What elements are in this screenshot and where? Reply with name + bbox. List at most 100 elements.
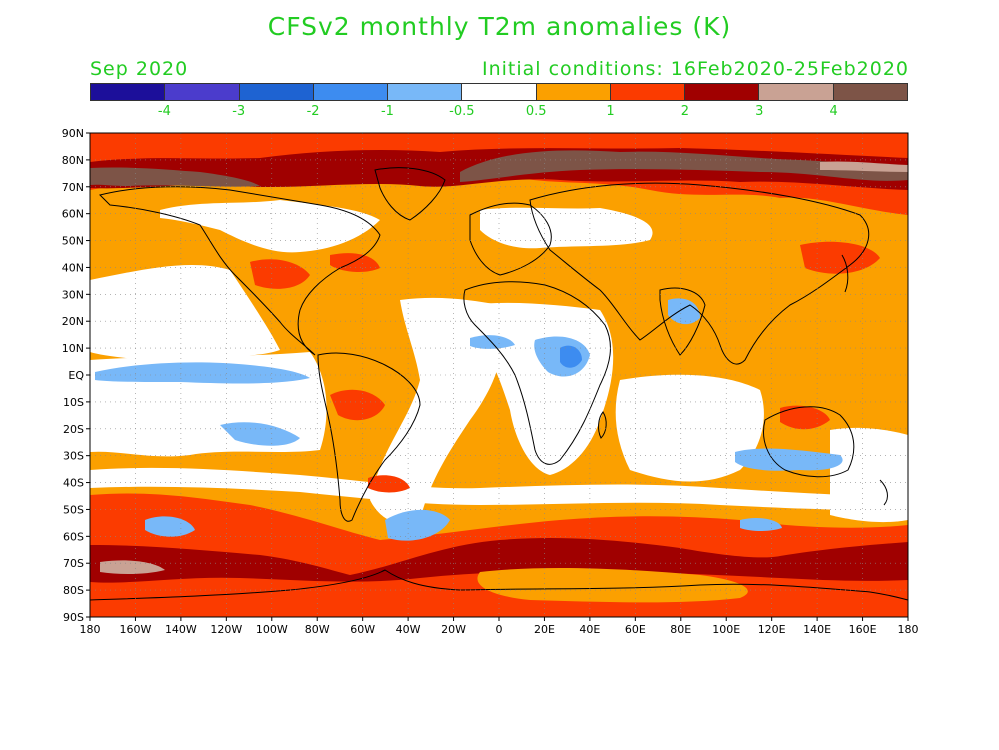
lon-tick-label: 20W xyxy=(441,623,466,636)
red-argentina xyxy=(368,475,410,493)
white-eurasia xyxy=(480,207,653,249)
arctic-brown-west xyxy=(90,167,260,187)
lat-tick-label: 10N xyxy=(62,342,84,355)
lon-tick-label: 120E xyxy=(758,623,786,636)
white-indian-ocean xyxy=(615,374,764,482)
colorbar-label: 1 xyxy=(606,104,615,119)
lon-tick-label: 180 xyxy=(898,623,919,636)
blue-south-atlantic xyxy=(385,509,450,541)
colorbar-swatch xyxy=(462,84,537,100)
colorbar-label: 3 xyxy=(755,104,764,119)
red-east-asia xyxy=(800,241,880,274)
colorbar-label: -2 xyxy=(306,104,320,119)
lat-tick-label: 70N xyxy=(62,181,84,194)
lon-tick-label: 80E xyxy=(670,623,691,636)
lat-tick-label: 90S xyxy=(63,611,84,624)
lat-tick-label: 60S xyxy=(63,530,84,543)
blue-india xyxy=(668,298,700,325)
lon-tick-label: 20E xyxy=(534,623,555,636)
colorbar-label: -0.5 xyxy=(449,104,475,119)
colorbar-swatch xyxy=(91,84,166,100)
lat-tick-label: 30N xyxy=(62,288,84,301)
red-australia xyxy=(780,405,830,430)
white-atlantic xyxy=(370,297,504,524)
colorbar-swatch xyxy=(165,84,240,100)
white-canada xyxy=(160,200,380,253)
red-north-america xyxy=(250,259,310,289)
lon-tick-label: 100E xyxy=(712,623,740,636)
outline-south-america xyxy=(317,352,421,522)
outline-north-america xyxy=(99,186,381,356)
outline-antarctica xyxy=(89,569,909,601)
lat-tick-label: 30S xyxy=(63,450,84,463)
lon-tick-label: 120W xyxy=(210,623,242,636)
lat-tick-label: 40N xyxy=(62,261,84,274)
colorbar-swatch xyxy=(833,84,907,100)
lat-tick-label: 50S xyxy=(63,503,84,516)
lon-tick-label: 80W xyxy=(305,623,330,636)
blue-indian-ocean-south xyxy=(740,517,782,531)
colorbar-label: -4 xyxy=(157,104,171,119)
lon-tick-label: 180 xyxy=(80,623,101,636)
lat-tick-label: 90N xyxy=(62,127,84,140)
colorbar-label: -1 xyxy=(380,104,394,119)
red-amazon xyxy=(330,389,385,421)
lat-tick-label: 50N xyxy=(62,235,84,248)
lon-tick-label: 140E xyxy=(803,623,831,636)
colorbar-swatch xyxy=(313,84,389,100)
outline-new-zealand xyxy=(879,479,888,506)
blue-core-africa xyxy=(560,345,582,368)
colorbar-label: 4 xyxy=(829,104,838,119)
colorbar-swatch xyxy=(388,84,463,100)
colorbar-label: 0.5 xyxy=(525,104,547,119)
lat-tick-label: 20S xyxy=(63,423,84,436)
white-north-pacific xyxy=(90,264,280,360)
lon-tick-label: 160E xyxy=(849,623,877,636)
outline-australia xyxy=(763,406,855,478)
lon-tick-label: 40E xyxy=(579,623,600,636)
outline-india xyxy=(659,287,706,356)
colorbar-label: 2 xyxy=(680,104,690,119)
blue-southeast-pacific xyxy=(145,516,195,537)
orange-antarctic xyxy=(477,568,748,603)
lon-tick-label: 100W xyxy=(256,623,288,636)
outline-greenland xyxy=(374,167,446,221)
arctic-brown-band xyxy=(460,150,908,182)
pink-southern-patch xyxy=(100,560,165,575)
lat-tick-label: 60N xyxy=(62,208,84,221)
lon-tick-label: 0 xyxy=(496,623,503,636)
darkred-southern-belt xyxy=(90,537,908,583)
lat-tick-label: 40S xyxy=(63,477,84,490)
outline-madagascar xyxy=(598,411,607,439)
lon-tick-label: 40W xyxy=(396,623,421,636)
white-southern-band xyxy=(90,467,908,512)
colorbar-swatch xyxy=(685,84,760,100)
colorbar-labels: -4 -3 -2 -1 -0.5 0.5 1 2 3 4 xyxy=(90,104,908,122)
blue-south-australia xyxy=(735,448,843,471)
axis-ticks: 90N 80N 70N 60N 50N 40N 30N 20N 10N EQ 10S 20S 30S 40… xyxy=(62,127,919,636)
lon-tick-label: 140W xyxy=(165,623,197,636)
lat-tick-label: 10S xyxy=(63,396,84,409)
outline-africa xyxy=(463,281,611,465)
map-title: CFSv2 monthly T2m anomalies (K) xyxy=(267,12,732,41)
blue-west-africa xyxy=(470,335,515,349)
blue-south-pacific xyxy=(220,422,300,446)
arctic-pink-band xyxy=(820,161,908,172)
valid-month: Sep 2020 xyxy=(90,58,189,80)
lon-tick-label: 160W xyxy=(120,623,152,636)
lat-tick-label: 80N xyxy=(62,154,84,167)
lat-tick-label: 80S xyxy=(63,584,84,597)
colorbar-swatch xyxy=(610,84,686,100)
continent-outlines xyxy=(89,167,909,601)
colorbar-swatch xyxy=(759,84,834,100)
lat-tick-label: 70S xyxy=(63,557,84,570)
colorbar xyxy=(90,83,908,101)
outline-japan xyxy=(841,254,849,293)
outline-europe xyxy=(469,202,552,276)
lon-tick-label: 60E xyxy=(625,623,646,636)
lat-tick-label: 20N xyxy=(62,315,84,328)
lat-tick-label: EQ xyxy=(68,369,84,382)
grid-lines xyxy=(90,133,908,617)
colorbar-swatch xyxy=(239,84,314,100)
